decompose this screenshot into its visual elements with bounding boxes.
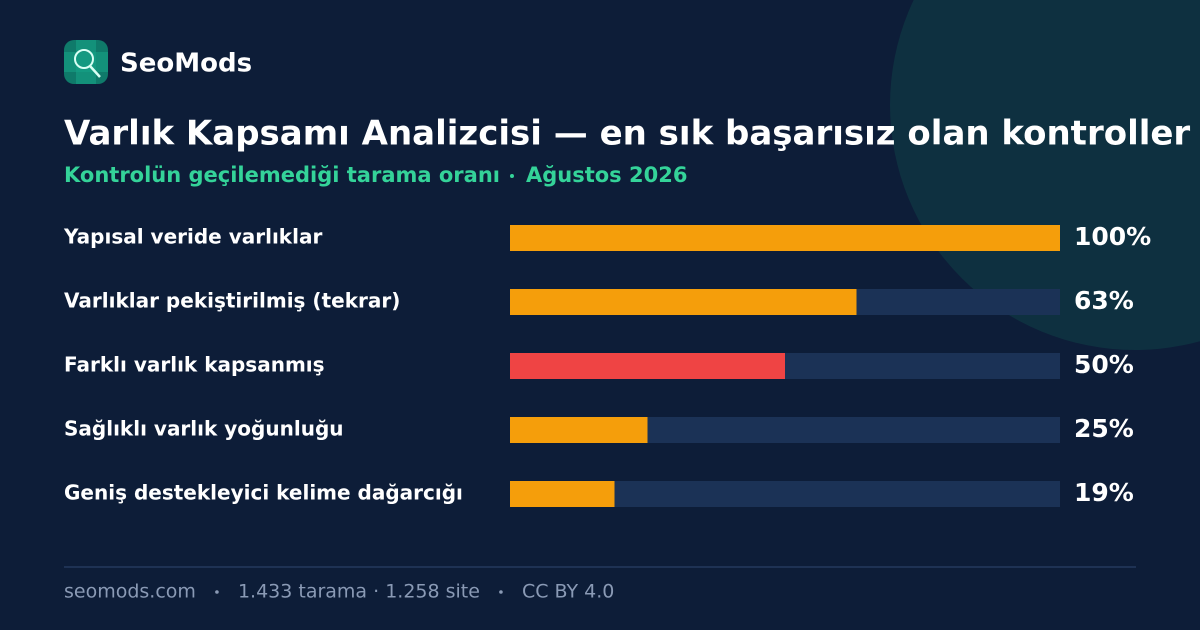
subtitle: Kontrolün geçilemediği tarama oranı bbox=[64, 163, 500, 187]
separator-dot bbox=[499, 590, 503, 594]
chart-title: Varlık Kapsamı Analizcisi — en sık başar… bbox=[64, 114, 1190, 154]
value-label: 100% bbox=[1074, 222, 1151, 251]
logo bbox=[64, 40, 108, 84]
category-label: Farklı varlık kapsanmış bbox=[64, 353, 325, 377]
footer-text: CC BY 4.0 bbox=[522, 581, 614, 603]
value-label: 19% bbox=[1074, 478, 1134, 507]
footer-text: 1.433 tarama · 1.258 site bbox=[238, 581, 480, 603]
footer-text: seomods.com bbox=[64, 581, 196, 603]
bar bbox=[510, 353, 785, 379]
value-label: 25% bbox=[1074, 414, 1134, 443]
bar bbox=[510, 417, 648, 443]
bar bbox=[510, 225, 1060, 251]
bar bbox=[510, 481, 615, 507]
category-label: Yapısal veride varlıklar bbox=[63, 225, 322, 249]
decor-circle bbox=[890, 0, 1200, 350]
separator-dot bbox=[215, 590, 219, 594]
category-label: Geniş destekleyici kelime dağarcığı bbox=[64, 481, 463, 505]
category-label: Varlıklar pekiştirilmiş (tekrar) bbox=[64, 289, 400, 313]
bar bbox=[510, 289, 857, 315]
brand: SeoMods bbox=[120, 49, 252, 79]
separator-dot bbox=[509, 174, 514, 178]
category-label: Sağlıklı varlık yoğunluğu bbox=[64, 417, 344, 441]
subtitle: Ağustos 2026 bbox=[526, 163, 687, 187]
value-label: 50% bbox=[1074, 350, 1134, 379]
value-label: 63% bbox=[1074, 286, 1134, 315]
